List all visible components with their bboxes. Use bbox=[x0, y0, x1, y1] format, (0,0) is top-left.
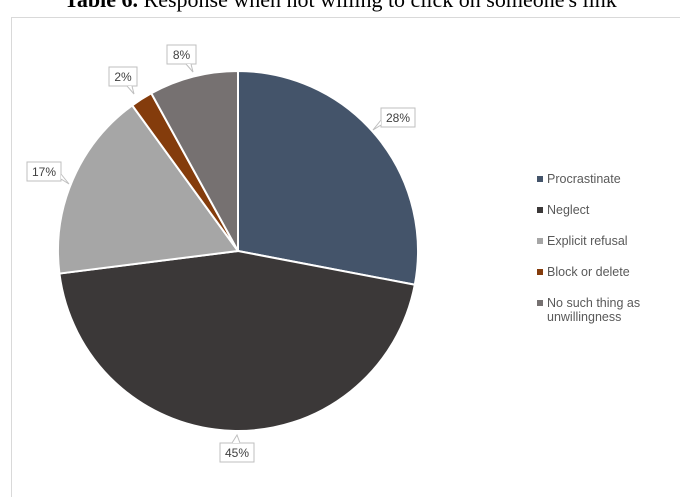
caption-text: Response when not willing to click on so… bbox=[138, 0, 617, 12]
legend-swatch bbox=[537, 269, 543, 275]
pie-slice-no-such-thing-as-unwillingness bbox=[149, 69, 239, 252]
data-label: 28% bbox=[372, 107, 416, 131]
legend-item-no-such-thing: No such thing as unwillingness bbox=[537, 296, 677, 324]
legend-label: Explicit refusal bbox=[547, 234, 628, 248]
data-label-text: 28% bbox=[386, 111, 410, 125]
legend-item-neglect: Neglect bbox=[537, 203, 677, 217]
data-label-text: 17% bbox=[32, 165, 56, 179]
data-label-text: 45% bbox=[225, 446, 249, 460]
caption-prefix: Table 6. bbox=[64, 0, 138, 12]
data-label-box bbox=[380, 107, 416, 128]
data-label-text: 2% bbox=[114, 70, 132, 84]
legend-label: Neglect bbox=[547, 203, 590, 217]
data-label-text: 8% bbox=[173, 48, 191, 62]
data-label: 17% bbox=[26, 161, 70, 185]
pie-slice-neglect bbox=[58, 249, 416, 432]
legend-swatch bbox=[537, 207, 543, 213]
data-label: 2% bbox=[108, 66, 138, 95]
chart-legend: Procrastinate Neglect Explicit refusal B… bbox=[537, 172, 677, 341]
data-label-pointer bbox=[60, 173, 70, 185]
chart-frame bbox=[11, 17, 680, 497]
chart-caption: Table 6. Response when not willing to cl… bbox=[0, 0, 681, 12]
data-label-pointer bbox=[126, 85, 135, 95]
data-label-pointer bbox=[231, 433, 241, 444]
legend-item-explicit-refusal: Explicit refusal bbox=[537, 234, 677, 248]
legend-swatch bbox=[537, 300, 543, 306]
data-label-box bbox=[166, 44, 197, 65]
data-label: 8% bbox=[166, 44, 197, 73]
legend-label: Procrastinate bbox=[547, 172, 621, 186]
legend-swatch bbox=[537, 176, 543, 182]
legend-item-block-or-delete: Block or delete bbox=[537, 265, 677, 279]
legend-label: Block or delete bbox=[547, 265, 630, 279]
data-label: 45% bbox=[219, 433, 255, 463]
legend-swatch bbox=[537, 238, 543, 244]
pie-slice-procrastinate bbox=[237, 69, 419, 286]
data-label-box bbox=[108, 66, 138, 87]
pie-slice-explicit-refusal bbox=[57, 103, 240, 275]
legend-label: No such thing as unwillingness bbox=[547, 296, 641, 324]
legend-item-procrastinate: Procrastinate bbox=[537, 172, 677, 186]
data-label-pointer bbox=[372, 119, 382, 131]
data-label-box bbox=[26, 161, 62, 182]
data-label-pointer bbox=[185, 63, 194, 73]
